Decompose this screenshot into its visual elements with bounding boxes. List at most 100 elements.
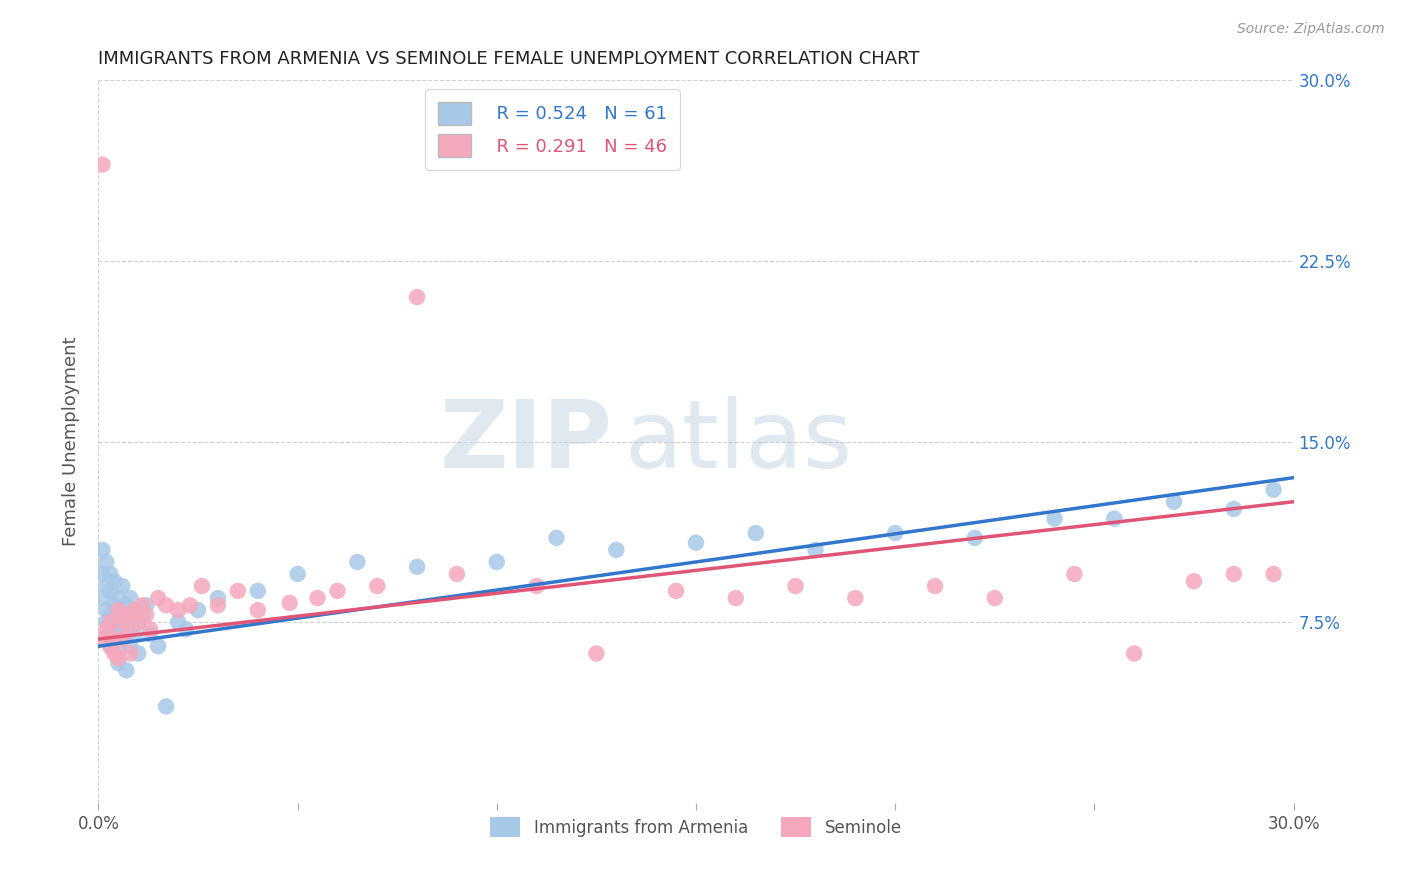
Point xyxy=(139,623,162,637)
Point xyxy=(120,591,142,605)
Point xyxy=(98,639,122,653)
Point xyxy=(246,583,269,598)
Point xyxy=(124,627,146,641)
Point xyxy=(485,555,508,569)
Point xyxy=(1223,567,1246,582)
Point xyxy=(127,647,149,661)
Point xyxy=(984,591,1007,605)
Point xyxy=(605,542,627,557)
Point xyxy=(148,591,170,605)
Point xyxy=(191,579,214,593)
Point xyxy=(167,615,190,630)
Point xyxy=(91,157,114,171)
Point xyxy=(155,699,177,714)
Point xyxy=(963,531,986,545)
Point xyxy=(107,627,129,641)
Point xyxy=(91,542,114,557)
Point xyxy=(135,599,157,613)
Text: Source: ZipAtlas.com: Source: ZipAtlas.com xyxy=(1237,22,1385,37)
Point xyxy=(98,583,122,598)
Point xyxy=(1063,567,1085,582)
Point xyxy=(107,656,129,670)
Point xyxy=(103,632,125,646)
Point xyxy=(665,583,688,598)
Point xyxy=(107,591,129,605)
Text: ZIP: ZIP xyxy=(440,395,613,488)
Point xyxy=(96,615,118,630)
Point xyxy=(207,599,229,613)
Point xyxy=(115,627,138,641)
Point xyxy=(155,599,177,613)
Point xyxy=(98,639,122,653)
Point xyxy=(127,615,149,630)
Point xyxy=(884,526,907,541)
Point xyxy=(326,583,349,598)
Text: IMMIGRANTS FROM ARMENIA VS SEMINOLE FEMALE UNEMPLOYMENT CORRELATION CHART: IMMIGRANTS FROM ARMENIA VS SEMINOLE FEMA… xyxy=(98,50,920,68)
Point xyxy=(1163,494,1185,508)
Point xyxy=(526,579,548,593)
Point xyxy=(115,599,138,613)
Point xyxy=(1182,574,1205,589)
Point xyxy=(120,647,142,661)
Point xyxy=(546,531,568,545)
Point xyxy=(98,627,122,641)
Point xyxy=(107,651,129,665)
Point xyxy=(103,599,125,613)
Point xyxy=(685,535,707,549)
Point xyxy=(1223,502,1246,516)
Point xyxy=(131,599,153,613)
Point xyxy=(179,599,201,613)
Point xyxy=(91,632,114,646)
Point xyxy=(111,632,134,646)
Point xyxy=(131,607,153,622)
Point xyxy=(1043,511,1066,525)
Point xyxy=(115,664,138,678)
Point xyxy=(406,290,429,304)
Point xyxy=(139,627,162,641)
Point xyxy=(844,591,866,605)
Point xyxy=(585,647,607,661)
Point xyxy=(724,591,747,605)
Point xyxy=(111,579,134,593)
Legend: Immigrants from Armenia, Seminole: Immigrants from Armenia, Seminole xyxy=(482,809,910,845)
Point xyxy=(307,591,329,605)
Point xyxy=(167,603,190,617)
Point xyxy=(246,603,269,617)
Point xyxy=(96,555,118,569)
Point xyxy=(924,579,946,593)
Point xyxy=(103,632,125,646)
Point xyxy=(127,615,149,630)
Point xyxy=(107,639,129,653)
Point xyxy=(111,607,134,622)
Point xyxy=(346,555,368,569)
Point xyxy=(1263,567,1285,582)
Point xyxy=(278,596,301,610)
Point xyxy=(120,639,142,653)
Point xyxy=(1123,647,1146,661)
Point xyxy=(103,647,125,661)
Point xyxy=(148,639,170,653)
Point xyxy=(366,579,388,593)
Point xyxy=(124,603,146,617)
Point xyxy=(96,623,118,637)
Point xyxy=(785,579,807,593)
Point xyxy=(91,591,114,605)
Point xyxy=(120,607,142,622)
Point xyxy=(98,615,122,630)
Point xyxy=(107,603,129,617)
Point xyxy=(406,559,429,574)
Point xyxy=(120,623,142,637)
Point xyxy=(98,607,122,622)
Point xyxy=(98,567,122,582)
Point xyxy=(111,615,134,630)
Point xyxy=(111,632,134,646)
Point xyxy=(745,526,768,541)
Point xyxy=(287,567,309,582)
Point xyxy=(103,574,125,589)
Point xyxy=(804,542,827,557)
Point xyxy=(103,615,125,630)
Point xyxy=(446,567,468,582)
Point xyxy=(1263,483,1285,497)
Point xyxy=(174,623,197,637)
Point xyxy=(107,603,129,617)
